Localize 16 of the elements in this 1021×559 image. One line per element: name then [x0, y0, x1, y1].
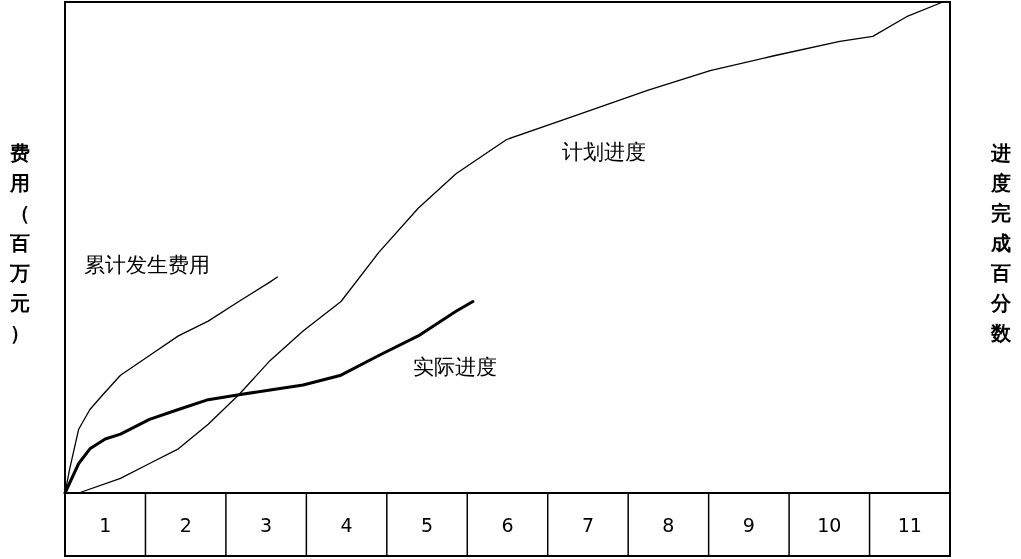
series-label: 计划进度 — [562, 140, 647, 165]
x-tick-label: 8 — [662, 513, 675, 536]
x-tick-label: 7 — [581, 513, 594, 536]
series-label: 实际进度 — [412, 354, 497, 379]
x-tick-label: 5 — [421, 513, 434, 536]
x-tick-label: 11 — [897, 513, 922, 536]
x-tick-label: 6 — [501, 513, 514, 536]
x-tick-label: 9 — [742, 513, 755, 536]
x-tick-label: 3 — [260, 513, 273, 536]
ylabel: 费用（百万元） — [10, 140, 30, 345]
x-tick-label: 2 — [179, 513, 192, 536]
series-label: 累计发生费用 — [84, 252, 211, 277]
x-tick-label: 1 — [99, 513, 112, 536]
y2label: 进度完成百分数 — [991, 140, 1011, 345]
x-tick-label: 10 — [817, 513, 842, 536]
x-tick-label: 4 — [340, 513, 353, 536]
